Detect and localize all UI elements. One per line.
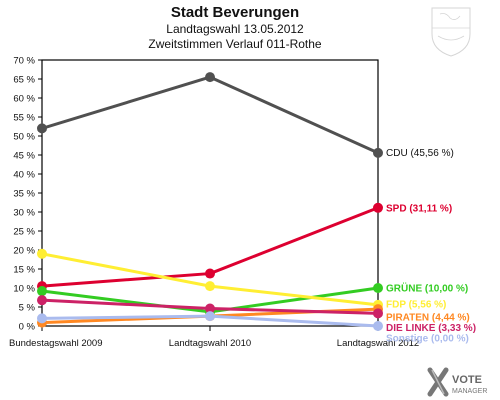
x-tick-label: Landtagswahl 2012	[337, 338, 419, 349]
x-tick-label: Bundestagswahl 2009	[9, 338, 103, 349]
series-label: PIRATEN (4,44 %)	[386, 313, 470, 324]
series-layer	[37, 72, 383, 331]
series-labels: CDU (45,56 %) SPD (31,11 %) GRÜNE (10,00 %…	[386, 148, 476, 345]
data-point	[373, 147, 383, 158]
logo-text-vote: VOTE	[452, 374, 482, 386]
logo-text-manager: MANAGER	[452, 388, 487, 395]
data-point	[37, 123, 47, 134]
data-point	[205, 72, 215, 83]
data-point	[37, 286, 47, 297]
y-tick-label: 45 %	[13, 151, 35, 162]
y-tick-label: 10 %	[13, 284, 35, 295]
data-point	[373, 202, 383, 213]
data-point	[37, 295, 47, 306]
chart-subtitle-2: Zweitstimmen Verlauf 011-Rothe	[148, 37, 322, 51]
y-tick-label: 60 %	[13, 94, 35, 105]
data-point	[205, 303, 215, 314]
coat-of-arms-icon	[431, 7, 471, 57]
data-point	[205, 311, 215, 322]
series-label: CDU (45,56 %)	[386, 148, 454, 159]
vote-manager-logo: VOTE MANAGER	[427, 367, 487, 397]
y-tick-label: 70 %	[13, 56, 35, 67]
y-tick-label: 30 %	[13, 208, 35, 219]
y-tick-label: 50 %	[13, 132, 35, 143]
series-label: FDP (5,56 %)	[386, 300, 446, 311]
y-tick-label: 40 %	[13, 170, 35, 181]
y-tick-label: 5 %	[19, 303, 36, 314]
series-label: SPD (31,11 %)	[386, 204, 452, 215]
y-tick-label: 35 %	[13, 189, 35, 200]
data-point	[205, 281, 215, 292]
y-tick-label: 25 %	[13, 227, 35, 238]
data-point	[205, 268, 215, 279]
y-tick-label: 55 %	[13, 113, 35, 124]
y-tick-label: 0 %	[19, 322, 36, 333]
data-point	[373, 283, 383, 293]
series-label: DIE LINKE (3,33 %)	[386, 323, 476, 334]
y-tick-label: 65 %	[13, 75, 35, 86]
data-point	[37, 313, 47, 324]
chart-subtitle: Landtagswahl 13.05.2012	[166, 22, 304, 36]
chart-title: Stadt Beverungen	[170, 4, 300, 21]
axes: 0 % 5 % 10 % 15 % 20 % 25 % 30 % 35 % 40 % 45 % 50…	[9, 56, 419, 350]
x-tick-label: Landtagswahl 2010	[169, 338, 251, 349]
data-point	[373, 321, 383, 331]
data-point	[373, 308, 383, 319]
data-point	[37, 248, 47, 259]
series-label: Sonstige (0,00 %)	[386, 334, 469, 345]
y-tick-label: 15 %	[13, 265, 35, 276]
y-tick-label: 20 %	[13, 246, 35, 257]
series-label: GRÜNE (10,00 %)	[386, 282, 468, 295]
